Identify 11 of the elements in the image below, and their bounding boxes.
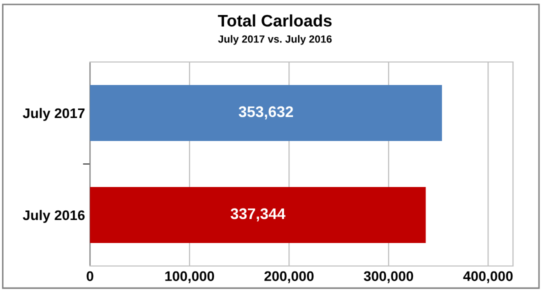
x-tick-label: 400,000 — [463, 271, 513, 284]
x-tick-label: 300,000 — [364, 271, 414, 284]
x-tick-label: 100,000 — [165, 271, 214, 284]
y-tick-label: July 2017 — [22, 108, 85, 121]
data-label: 353,632 — [238, 106, 293, 120]
data-label: 337,344 — [230, 208, 286, 222]
y-tick-label: July 2016 — [22, 210, 85, 223]
x-tick-label: 200,000 — [264, 271, 314, 284]
chart-subtitle: July 2017 vs. July 2016 — [218, 35, 332, 45]
x-tick-label: 0 — [86, 271, 94, 282]
chart-title: Total Carloads — [218, 14, 332, 27]
